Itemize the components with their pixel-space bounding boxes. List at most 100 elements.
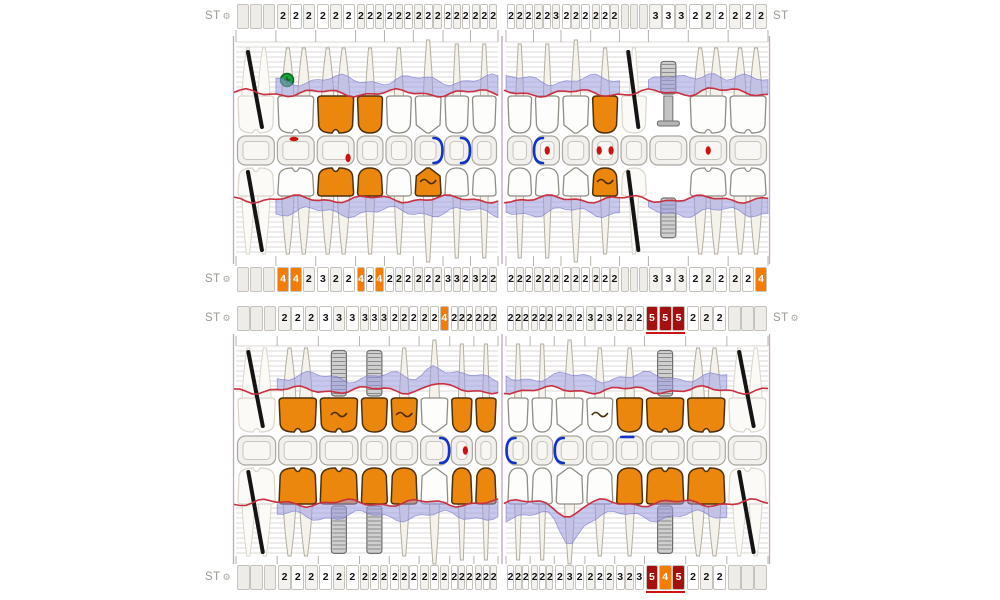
tooth-26-buccal[interactable]: [656, 60, 680, 127]
occlusal-35[interactable]: [615, 435, 644, 466]
st-cell[interactable]: 2: [515, 4, 524, 29]
st-cell[interactable]: 2: [571, 4, 581, 29]
st-cell[interactable]: 2: [466, 306, 474, 331]
st-cell[interactable]: 2: [742, 4, 755, 29]
st-cell[interactable]: 4: [658, 565, 672, 590]
st-cell[interactable]: 2: [507, 4, 516, 29]
st-cell[interactable]: 2: [461, 267, 470, 292]
st-cell[interactable]: 2: [409, 565, 419, 590]
st-cell[interactable]: 2: [316, 4, 329, 29]
st-cell[interactable]: 2: [610, 4, 619, 29]
occlusal-11[interactable]: [471, 135, 498, 166]
st-cell[interactable]: 2: [433, 267, 443, 292]
st-cell[interactable]: 2: [302, 267, 315, 292]
st-cell[interactable]: 2: [689, 267, 702, 292]
st-cell[interactable]: 2: [360, 565, 370, 590]
st-cell[interactable]: 5: [645, 306, 659, 331]
st-cell[interactable]: [262, 4, 276, 29]
occlusal-37[interactable]: [686, 435, 726, 466]
st-cell[interactable]: 2: [615, 306, 625, 331]
st-cell[interactable]: 2: [342, 4, 355, 29]
st-cell[interactable]: 3: [662, 267, 675, 292]
st-cell[interactable]: 3: [675, 267, 688, 292]
st-cell[interactable]: [237, 565, 250, 590]
occlusal-18[interactable]: [236, 135, 275, 166]
st-cell[interactable]: [250, 306, 264, 331]
st-cell[interactable]: 3: [634, 565, 644, 590]
st-cell[interactable]: 2: [515, 267, 524, 292]
tooth-18-palatal[interactable]: [237, 167, 275, 255]
st-cell[interactable]: 3: [649, 4, 662, 29]
st-cell[interactable]: 2: [480, 4, 489, 29]
st-cell[interactable]: [741, 306, 754, 331]
st-cell[interactable]: [249, 267, 263, 292]
st-cell[interactable]: 2: [304, 306, 318, 331]
st-cell[interactable]: 2: [429, 306, 440, 331]
st-cell[interactable]: 2: [555, 565, 565, 590]
st-cell[interactable]: [263, 306, 277, 331]
occlusal-48[interactable]: [236, 435, 277, 466]
st-cell[interactable]: [727, 306, 741, 331]
st-cell[interactable]: 5: [672, 306, 685, 331]
st-cell[interactable]: 2: [715, 4, 728, 29]
st-cell[interactable]: 2: [304, 565, 318, 590]
occlusal-13[interactable]: [414, 135, 444, 166]
st-cell[interactable]: 2: [342, 267, 355, 292]
st-cell[interactable]: 2: [375, 4, 384, 29]
st-cell[interactable]: 3: [360, 306, 370, 331]
st-cell[interactable]: [741, 565, 754, 590]
st-cell[interactable]: 2: [385, 4, 395, 29]
st-cell[interactable]: [249, 4, 263, 29]
st-cell[interactable]: 2: [302, 4, 315, 29]
st-cell[interactable]: 2: [399, 565, 409, 590]
occlusal-38[interactable]: [727, 435, 768, 466]
st-cell[interactable]: 2: [507, 306, 515, 331]
st-cell[interactable]: 5: [645, 565, 659, 590]
occlusal-31[interactable]: [505, 435, 530, 466]
st-cell[interactable]: 2: [439, 565, 449, 590]
st-cell[interactable]: 2: [379, 565, 389, 590]
st-cell[interactable]: 3: [649, 267, 662, 292]
st-cell[interactable]: 2: [715, 267, 728, 292]
st-cell[interactable]: [237, 306, 250, 331]
st-cell[interactable]: 2: [580, 4, 590, 29]
occlusal-12[interactable]: [443, 135, 472, 166]
st-cell[interactable]: 2: [543, 4, 552, 29]
st-cell[interactable]: 2: [686, 565, 700, 590]
st-cell[interactable]: 2: [552, 267, 561, 292]
st-cell[interactable]: 2: [546, 565, 554, 590]
occlusal-33[interactable]: [553, 435, 585, 466]
st-cell[interactable]: 2: [403, 267, 413, 292]
tooth-12-palatal[interactable]: [444, 167, 470, 259]
st-cell[interactable]: 4: [375, 267, 384, 292]
st-cell[interactable]: 2: [471, 4, 480, 29]
st-cell[interactable]: 2: [458, 565, 466, 590]
occlusal-14[interactable]: [385, 135, 413, 166]
st-cell[interactable]: 4: [754, 267, 768, 292]
st-cell[interactable]: 2: [390, 306, 400, 331]
st-cell[interactable]: 3: [370, 306, 379, 331]
occlusal-44[interactable]: [390, 435, 419, 466]
st-cell[interactable]: 3: [319, 306, 333, 331]
st-cell[interactable]: 2: [565, 306, 575, 331]
st-cell[interactable]: 2: [332, 565, 346, 590]
st-cell[interactable]: 2: [450, 565, 458, 590]
st-cell[interactable]: 2: [356, 4, 366, 29]
st-cell[interactable]: 2: [522, 565, 530, 590]
st-cell[interactable]: 2: [345, 565, 359, 590]
st-cell[interactable]: 2: [450, 306, 458, 331]
occlusal-28[interactable]: [729, 135, 768, 166]
st-cell[interactable]: 2: [390, 565, 400, 590]
st-cell[interactable]: 3: [615, 565, 625, 590]
st-cell[interactable]: 2: [365, 267, 375, 292]
st-cell[interactable]: 2: [276, 4, 290, 29]
st-cell[interactable]: 2: [713, 565, 727, 590]
st-cell[interactable]: 2: [580, 267, 590, 292]
occlusal-46[interactable]: [319, 435, 359, 466]
st-cell[interactable]: 2: [489, 4, 498, 29]
st-cell[interactable]: 2: [444, 4, 453, 29]
st-cell[interactable]: 2: [489, 267, 498, 292]
st-cell[interactable]: 3: [565, 565, 575, 590]
st-cell[interactable]: 2: [713, 306, 727, 331]
tooth-32-facial[interactable]: [531, 467, 553, 561]
